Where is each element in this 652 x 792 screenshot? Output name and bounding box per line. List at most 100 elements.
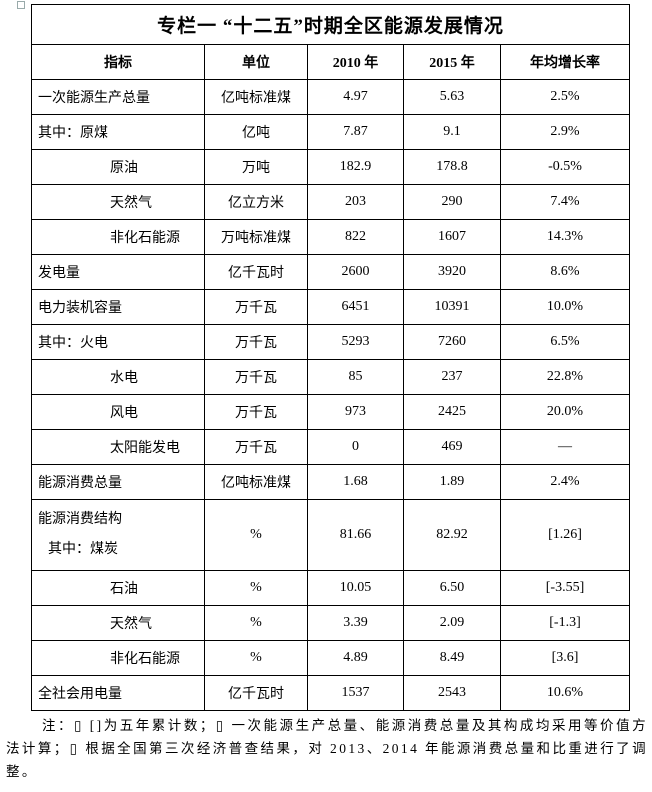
indicator-cell: 电力装机容量 [31,289,205,325]
growth-cell: [3.6] [499,640,631,676]
value-2010-cell: 822 [307,219,404,255]
value-2010-cell: 2600 [307,254,404,290]
unit-cell: % [204,640,308,676]
unit-cell: % [204,570,308,606]
indicator-label: 能源消费结构 [38,512,122,527]
value-2010-cell: 0 [307,429,404,465]
indicator-cell: 一次能源生产总量 [31,79,205,115]
growth-cell: 10.6% [499,675,631,711]
table-anchor-icon [17,1,25,9]
energy-table: 专栏一 “十二五”时期全区能源发展情况 指标 单位 2010 年 2015 年 … [30,4,631,711]
unit-cell: 亿立方米 [204,184,308,220]
indicator-cell: 风电 [31,394,205,430]
value-2015-cell: 8.49 [403,640,501,676]
unit-cell: 亿吨 [204,114,308,150]
unit-cell: 亿千瓦时 [204,675,308,711]
value-2015-cell: 6.50 [403,570,501,606]
growth-cell: 2.9% [499,114,631,150]
growth-cell: 10.0% [499,289,631,325]
value-2015-cell: 5.63 [403,79,501,115]
unit-cell: 万千瓦 [204,429,308,465]
value-2015-cell: 82.92 [403,499,501,571]
unit-cell: 万千瓦 [204,289,308,325]
growth-cell: [1.26] [499,499,631,571]
value-2010-cell: 973 [307,394,404,430]
table-row: 能源消费总量 亿吨标准煤 1.68 1.89 2.4% [31,464,631,500]
growth-cell: -0.5% [499,149,631,185]
table-row: 石油% 10.05 6.50 [-3.55] [31,570,631,606]
value-2010-cell: 81.66 [307,499,404,571]
header-growth: 年均增长率 [499,44,631,80]
growth-cell: 6.5% [499,324,631,360]
indicator-cell: 天然气 [31,605,205,641]
value-2010-cell: 4.97 [307,79,404,115]
indicator-cell: 非化石能源 [31,219,205,255]
value-2015-cell: 2543 [403,675,501,711]
table-row: 能源消费结构 其中：煤炭% 81.66 82.92 [1.26] [31,499,631,571]
indicator-cell: 能源消费总量 [31,464,205,500]
table-row: 水电 万千瓦 85 237 22.8% [31,359,631,395]
value-2015-cell: 1607 [403,219,501,255]
growth-cell: 22.8% [499,359,631,395]
table-title: 专栏一 “十二五”时期全区能源发展情况 [30,4,631,45]
growth-cell: 7.4% [499,184,631,220]
indicator-cell: 石油 [31,570,205,606]
growth-cell: [-1.3] [499,605,631,641]
indicator-cell: 发电量 [31,254,205,290]
header-row: 指标 单位 2010 年 2015 年 年均增长率 [31,44,631,80]
unit-cell: 万吨 [204,149,308,185]
unit-cell: 万千瓦 [204,359,308,395]
table-row: 天然气% 3.39 2.09 [-1.3] [31,605,631,641]
table-row: 天然气 亿立方米 203 290 7.4% [31,184,631,220]
table-row: 其中：原煤 亿吨 7.87 9.1 2.9% [31,114,631,150]
indicator-cell: 水电 [31,359,205,395]
value-2010-cell: 182.9 [307,149,404,185]
value-2010-cell: 6451 [307,289,404,325]
value-2015-cell: 2425 [403,394,501,430]
unit-cell: % [204,499,308,571]
table-row: 发电量 亿千瓦时 2600 3920 8.6% [31,254,631,290]
value-2010-cell: 1.68 [307,464,404,500]
unit-cell: 万千瓦 [204,394,308,430]
indicator-cell: 其中：火电 [31,324,205,360]
header-2010: 2010 年 [307,44,404,80]
indicator-cell: 非化石能源 [31,640,205,676]
table-row: 非化石能源% 4.89 8.49 [3.6] [31,640,631,676]
growth-cell: — [499,429,631,465]
value-2015-cell: 7260 [403,324,501,360]
table-row: 风电 万千瓦 973 2425 20.0% [31,394,631,430]
value-2010-cell: 3.39 [307,605,404,641]
growth-cell: 14.3% [499,219,631,255]
unit-cell: 亿吨标准煤 [204,79,308,115]
growth-cell: [-3.55] [499,570,631,606]
value-2015-cell: 2.09 [403,605,501,641]
growth-cell: 8.6% [499,254,631,290]
unit-cell: 亿吨标准煤 [204,464,308,500]
value-2010-cell: 85 [307,359,404,395]
table-row: 全社会用电量 亿千瓦时 1537 2543 10.6% [31,675,631,711]
indicator-cell: 全社会用电量 [31,675,205,711]
table-row: 电力装机容量 万千瓦 6451 10391 10.0% [31,289,631,325]
value-2015-cell: 9.1 [403,114,501,150]
value-2010-cell: 5293 [307,324,404,360]
table-row: 一次能源生产总量 亿吨标准煤 4.97 5.63 2.5% [31,79,631,115]
value-2015-cell: 178.8 [403,149,501,185]
unit-cell: % [204,605,308,641]
header-2015: 2015 年 [403,44,501,80]
value-2015-cell: 10391 [403,289,501,325]
value-2010-cell: 4.89 [307,640,404,676]
unit-cell: 万千瓦 [204,324,308,360]
table-row: 非化石能源 万吨标准煤 822 1607 14.3% [31,219,631,255]
table-row: 太阳能发电 万千瓦 0 469— [31,429,631,465]
growth-cell: 2.5% [499,79,631,115]
unit-cell: 亿千瓦时 [204,254,308,290]
value-2015-cell: 290 [403,184,501,220]
indicator-cell: 太阳能发电 [31,429,205,465]
indicator-cell: 其中：原煤 [31,114,205,150]
value-2015-cell: 469 [403,429,501,465]
growth-cell: 2.4% [499,464,631,500]
indicator-cell: 能源消费结构 其中：煤炭 [31,499,205,571]
value-2010-cell: 203 [307,184,404,220]
indicator-cell: 原油 [31,149,205,185]
unit-cell: 万吨标准煤 [204,219,308,255]
